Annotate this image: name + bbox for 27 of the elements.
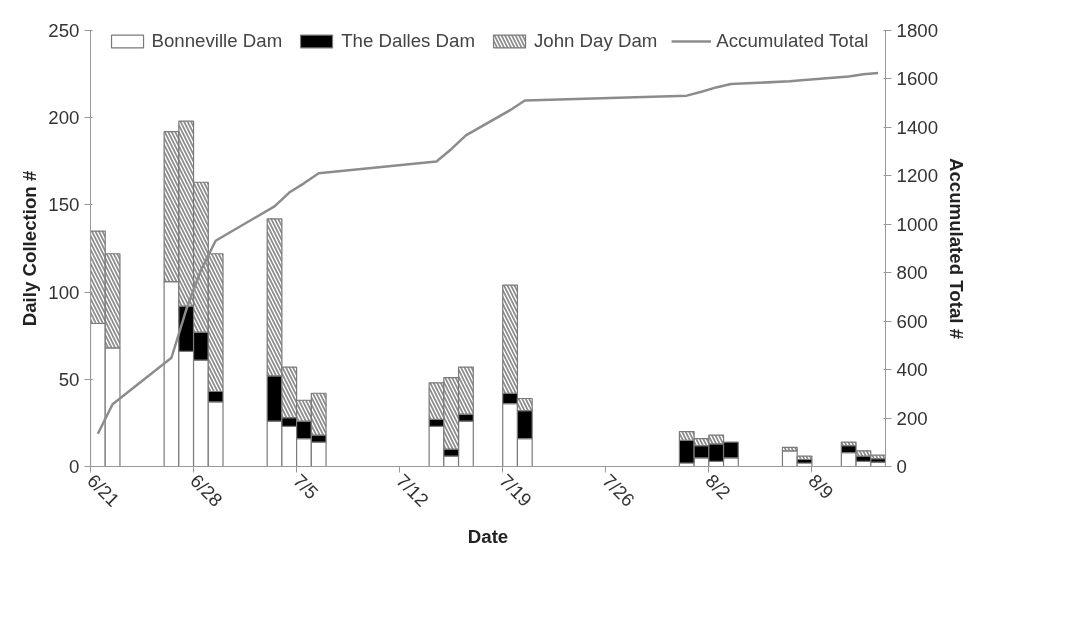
legend-label: The Dalles Dam xyxy=(341,30,475,52)
y-tick-label: 50 xyxy=(58,368,80,390)
legend-label: Bonneville Dam xyxy=(151,30,283,52)
y-tick-label: 200 xyxy=(48,107,80,129)
y-tick-label: 100 xyxy=(48,281,80,303)
x-tick-label: 8/2 xyxy=(701,470,735,504)
legend-label: John Day Dam xyxy=(533,30,658,52)
legend-label: Accumulated Total xyxy=(716,30,869,52)
y-axis-title: Daily Collection # xyxy=(19,170,41,327)
y2-axis-title: Accumulated Total # xyxy=(946,157,967,340)
y2-tick-label: 600 xyxy=(896,310,928,332)
y2-tick-label: 800 xyxy=(896,262,928,284)
x-tick-label: 7/5 xyxy=(289,470,323,504)
y-tick-label: 0 xyxy=(69,456,80,477)
y2-tick-label: 0 xyxy=(896,456,907,477)
y2-tick-label: 1400 xyxy=(896,116,939,138)
y-tick-label: 150 xyxy=(48,194,80,216)
x-tick-label: 6/28 xyxy=(186,470,227,511)
x-axis-title: Date xyxy=(467,526,509,548)
y2-tick-label: 1200 xyxy=(896,165,939,187)
y2-tick-label: 1000 xyxy=(896,213,939,235)
y2-tick-label: 1600 xyxy=(896,68,939,90)
y-tick-label: 250 xyxy=(48,20,80,41)
y2-tick-label: 1800 xyxy=(896,20,939,41)
y2-tick-label: 200 xyxy=(896,407,928,429)
x-tick-label: 8/9 xyxy=(804,470,838,504)
y2-tick-label: 400 xyxy=(896,359,928,381)
